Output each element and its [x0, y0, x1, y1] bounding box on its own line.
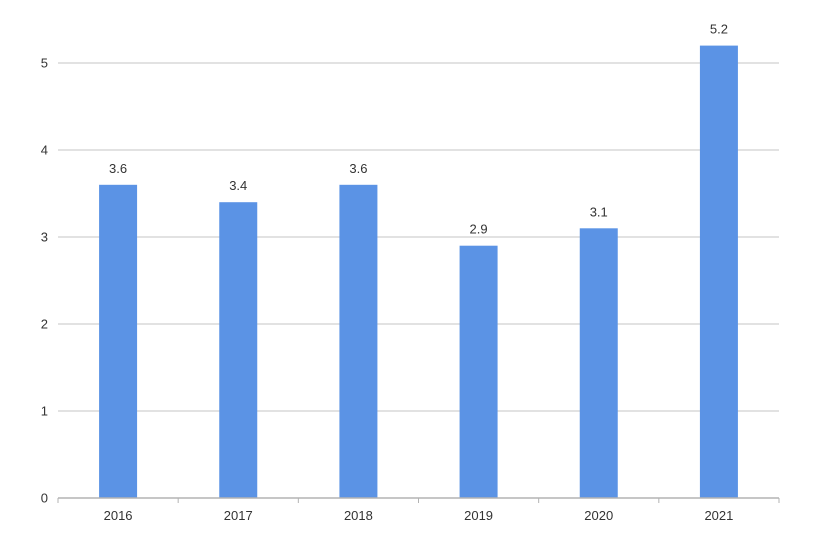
bar-2020: [579, 228, 618, 499]
x-tick-label: 2017: [224, 508, 253, 523]
x-axis: [57, 497, 780, 503]
x-tick-label: 2019: [464, 508, 493, 523]
y-tick-label: 4: [41, 143, 48, 158]
y-tick-label: 1: [41, 404, 48, 419]
data-label: 3.6: [109, 161, 127, 176]
data-label: 3.1: [590, 204, 608, 219]
gridlines: [58, 62, 779, 412]
bar-2018: [339, 184, 378, 499]
data-label: 3.4: [229, 178, 247, 193]
y-axis-ticks: 0 1 2 3 4 5: [41, 56, 48, 506]
bar-2016: [99, 184, 138, 499]
y-tick-label: 5: [41, 56, 48, 71]
x-tick-label: 2016: [104, 508, 133, 523]
bars: [99, 45, 738, 499]
bar-2021: [699, 45, 738, 498]
x-tick-label: 2021: [704, 508, 733, 523]
bar-2017: [219, 202, 258, 498]
y-tick-label: 3: [41, 230, 48, 245]
x-axis-ticks: 2016 2017 2018 2019 2020 2021: [104, 508, 734, 523]
bar-2019: [459, 245, 498, 498]
data-label: 2.9: [470, 222, 488, 237]
data-labels: 3.6 3.4 3.6 2.9 3.1 5.2: [109, 22, 728, 237]
data-label: 3.6: [349, 161, 367, 176]
x-tick-label: 2018: [344, 508, 373, 523]
x-tick-label: 2020: [584, 508, 613, 523]
data-label: 5.2: [710, 22, 728, 37]
y-tick-label: 0: [41, 491, 48, 506]
y-tick-label: 2: [41, 317, 48, 332]
